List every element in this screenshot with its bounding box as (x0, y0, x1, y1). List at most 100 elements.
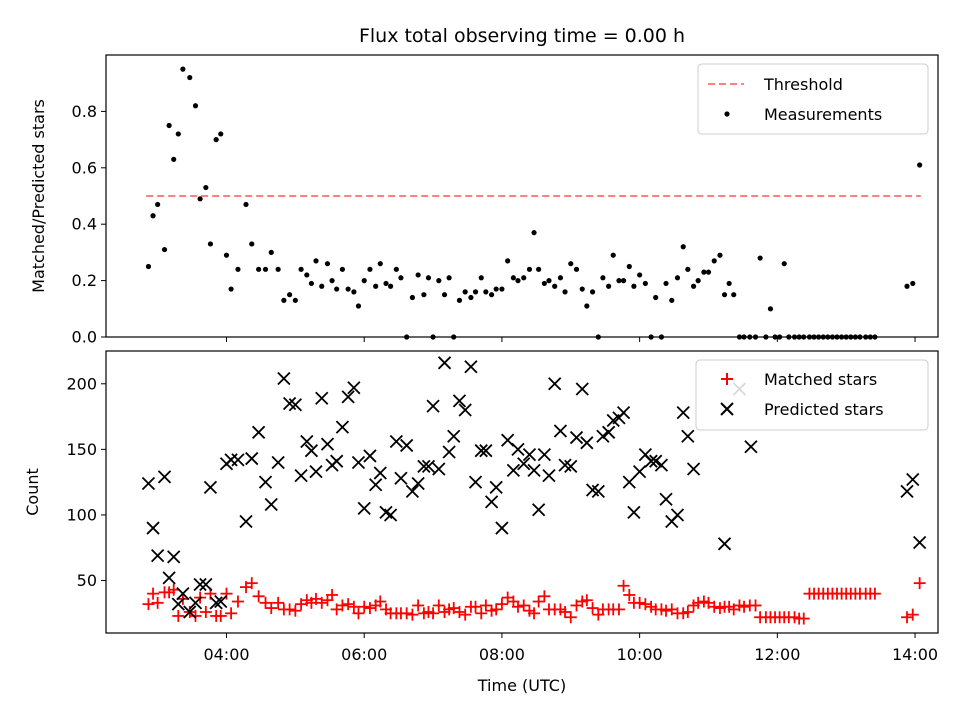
measurement-point (562, 289, 568, 295)
predicted-star-point (676, 406, 690, 420)
measurement-point (589, 289, 596, 295)
predicted-star-point (717, 537, 732, 551)
legend-matched-label: Matched stars (764, 370, 877, 389)
matched-star-point (352, 607, 365, 620)
measurement-point (345, 286, 351, 292)
predicted-star-point (479, 444, 493, 458)
top-y-tick-label: 0.4 (72, 215, 97, 234)
measurement-point (626, 263, 632, 270)
matched-star-point (347, 600, 360, 613)
x-tick-label: 10:00 (617, 645, 663, 664)
measurement-point (262, 266, 269, 272)
measurement-point (757, 255, 763, 261)
measurement-point (324, 261, 331, 267)
top-y-tick-label: 0.8 (72, 102, 97, 121)
matched-star-point (358, 600, 371, 613)
measurement-point (568, 261, 574, 267)
measurement-point (361, 278, 367, 284)
predicted-star-point (458, 403, 472, 417)
measurement-point (468, 294, 474, 301)
predicted-star-point (527, 463, 541, 477)
predicted-star-point (421, 459, 436, 474)
predicted-star-point (580, 436, 594, 450)
matched-star-point (142, 598, 155, 611)
x-axis-label: Time (UTC) (477, 676, 566, 695)
predicted-star-point (670, 508, 685, 522)
predicted-star-point (141, 476, 156, 491)
bottom-y-tick-label: 100 (66, 505, 97, 524)
predicted-star-point (489, 480, 503, 495)
measurement-point (536, 266, 542, 272)
measurement-point (731, 292, 737, 298)
measurement-point (256, 266, 262, 272)
predicted-star-point (245, 451, 259, 466)
measurement-point (701, 269, 707, 275)
measurement-point (228, 286, 234, 292)
predicted-star-point (426, 399, 440, 413)
predicted-star-point (681, 429, 695, 443)
predicted-star-point (239, 514, 253, 529)
predicted-star-point (188, 596, 203, 610)
predicted-star-point (335, 420, 350, 434)
bottom-y-axis-label: Count (23, 468, 42, 516)
measurement-point (415, 272, 421, 278)
matched-star-point (406, 608, 419, 621)
matched-star-point (868, 587, 881, 600)
measurement-point (515, 278, 521, 284)
matched-star-point (708, 600, 721, 613)
measurement-point (383, 280, 389, 287)
predicted-star-point (468, 475, 483, 489)
predicted-star-point (258, 475, 273, 489)
matched-star-point (189, 609, 202, 622)
matched-star-point (623, 588, 636, 601)
measurement-point (637, 272, 643, 278)
predicted-star-point (304, 444, 319, 458)
predicted-star-point (209, 596, 223, 610)
bottom-marks (141, 356, 927, 625)
measurement-point (600, 275, 606, 281)
predicted-star-point (151, 548, 165, 563)
matched-star-point (692, 596, 705, 609)
predicted-star-point (452, 394, 467, 408)
measurement-point (192, 103, 199, 109)
measurement-point (373, 283, 379, 289)
measurement-point (711, 258, 717, 264)
matched-star-point (479, 599, 492, 612)
measurement-point (669, 297, 675, 303)
predicted-star-point (357, 501, 371, 516)
predicted-star-point (564, 459, 578, 474)
matched-star-point (612, 603, 625, 616)
measurement-point (308, 280, 315, 287)
measurement-point (781, 261, 787, 267)
bottom-legend: Matched stars Predicted stars (695, 359, 929, 431)
measurement-point (218, 131, 224, 137)
measurement-point (521, 275, 527, 281)
matched-star-point (901, 611, 914, 624)
matched-star-point (633, 596, 646, 609)
predicted-star-point (542, 468, 556, 483)
predicted-star-point (162, 571, 176, 585)
predicted-star-point (474, 444, 488, 458)
predicted-star-point (157, 470, 172, 484)
measurement-point (166, 122, 172, 129)
matched-star-point (220, 587, 233, 600)
predicted-star-point (347, 381, 361, 395)
predicted-star-point (447, 429, 461, 443)
predicted-star-point (288, 398, 302, 412)
measurement-point (546, 278, 552, 284)
measurement-point (175, 131, 181, 137)
matched-star-point (342, 598, 355, 611)
matched-star-point (265, 602, 278, 615)
matched-star-point (252, 590, 265, 603)
measurement-point (717, 252, 723, 258)
matched-star-point (172, 609, 185, 622)
matched-star-point (147, 587, 160, 600)
matched-star-point (738, 600, 751, 613)
measurement-point (456, 297, 463, 303)
matched-star-point (199, 606, 212, 619)
measurement-point (767, 306, 774, 312)
legend-predicted-label: Predicted stars (764, 400, 884, 419)
predicted-star-point (591, 484, 605, 498)
matched-star-point (151, 596, 164, 609)
legend-measurements-swatch (724, 111, 730, 117)
